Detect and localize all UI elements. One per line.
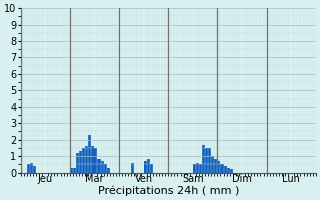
Bar <box>208 148 211 173</box>
Bar <box>202 145 205 173</box>
Bar <box>144 161 147 173</box>
Bar <box>82 148 85 173</box>
Bar <box>76 153 79 173</box>
Bar <box>205 148 208 173</box>
Bar <box>147 159 150 173</box>
Bar <box>73 168 76 173</box>
Bar <box>199 164 202 173</box>
Bar <box>88 135 91 173</box>
Bar <box>193 164 196 173</box>
Bar <box>91 146 94 173</box>
Bar <box>104 164 107 173</box>
Bar <box>220 164 224 173</box>
Bar <box>100 161 104 173</box>
Bar <box>85 146 88 173</box>
Bar <box>227 168 230 173</box>
Bar <box>230 169 233 173</box>
Bar <box>217 161 220 173</box>
Bar <box>131 163 134 173</box>
Bar <box>70 168 73 173</box>
Bar <box>211 156 214 173</box>
Bar <box>79 151 82 173</box>
Bar <box>214 159 217 173</box>
Bar <box>224 166 227 173</box>
Bar <box>98 159 100 173</box>
Bar <box>196 163 199 173</box>
Bar <box>33 166 36 173</box>
Bar <box>27 164 30 173</box>
X-axis label: Précipitations 24h ( mm ): Précipitations 24h ( mm ) <box>98 185 239 196</box>
Bar <box>107 168 110 173</box>
Bar <box>30 163 33 173</box>
Bar <box>94 148 98 173</box>
Bar <box>150 164 153 173</box>
